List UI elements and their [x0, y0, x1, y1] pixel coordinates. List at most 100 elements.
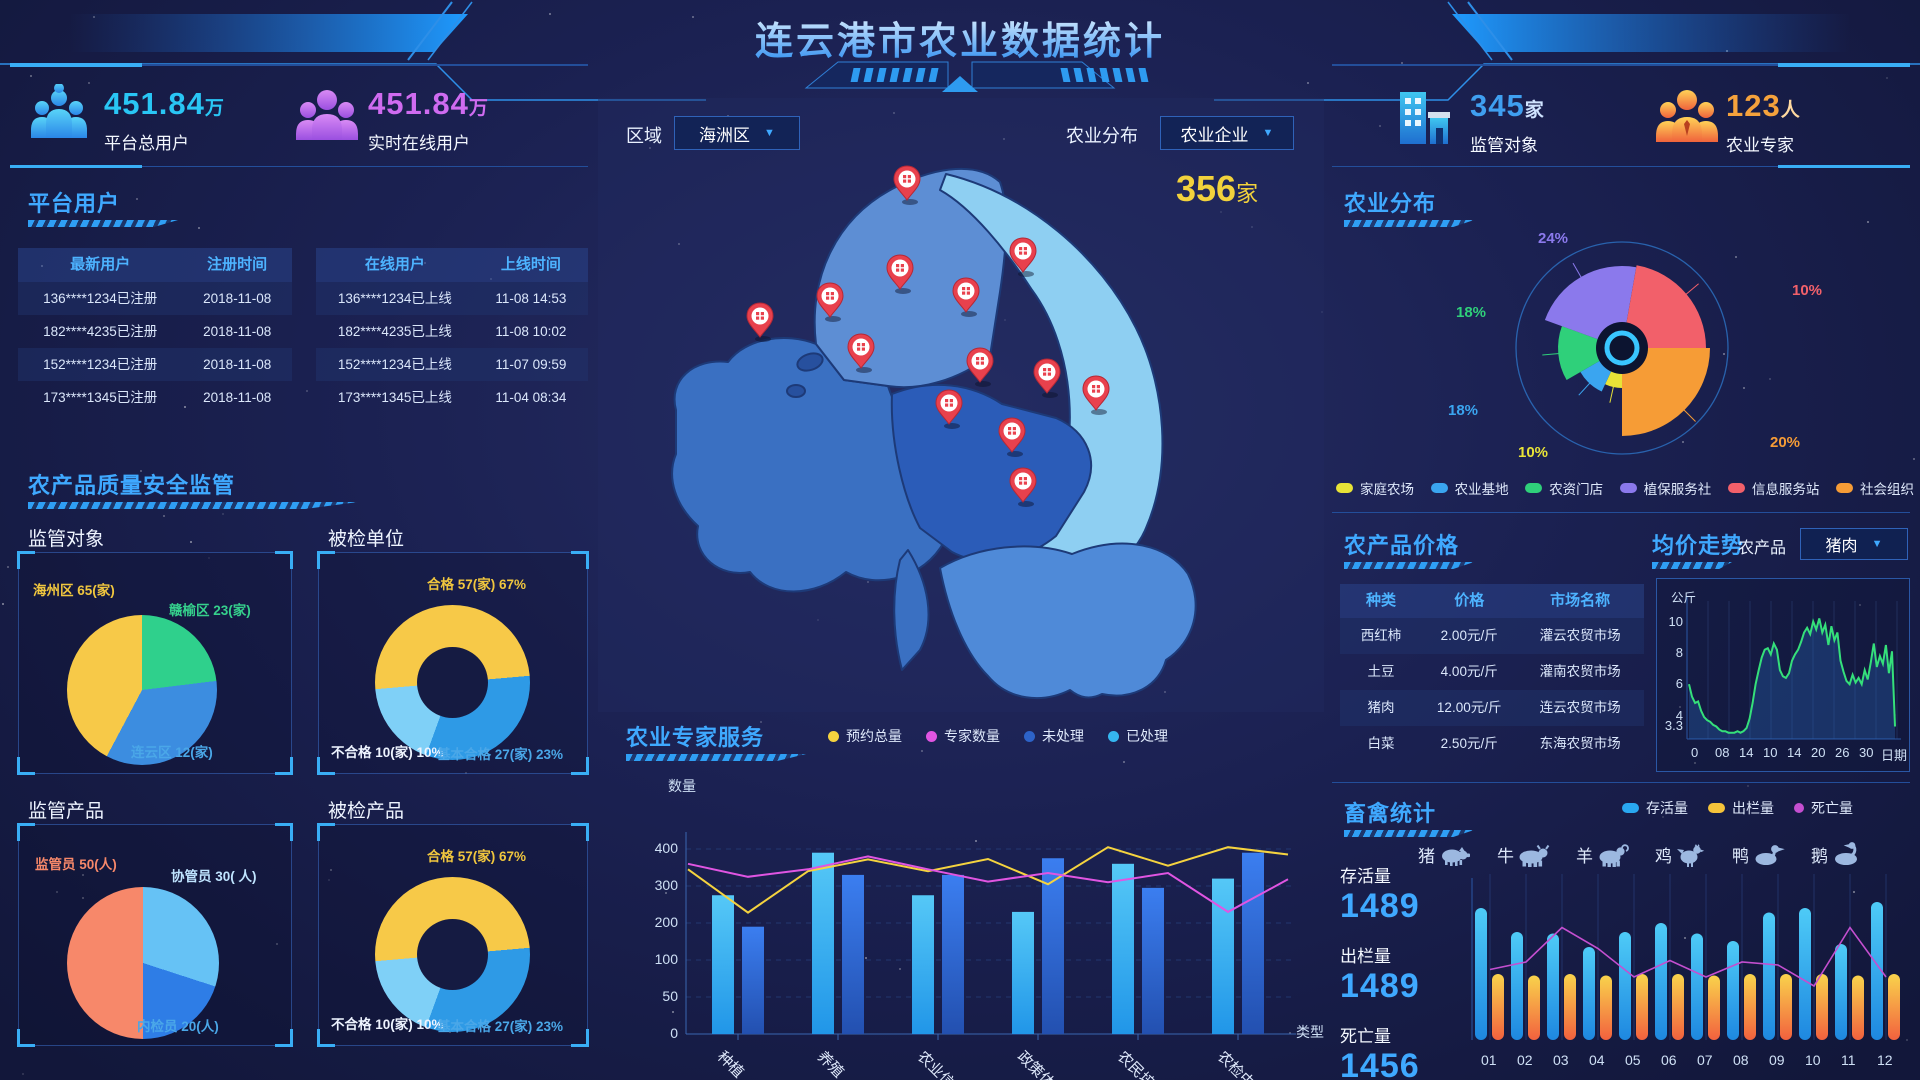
- map-pin[interactable]: [1033, 358, 1061, 398]
- y-tick-label: 0: [670, 1025, 678, 1041]
- bar-survival[interactable]: [1691, 933, 1703, 1041]
- bar-survival[interactable]: [1727, 941, 1739, 1040]
- map-pin[interactable]: [1009, 467, 1037, 507]
- bar-processed[interactable]: [812, 852, 834, 1034]
- stat-online-users: 451.84万 实时在线用户: [368, 86, 488, 154]
- legend-item[interactable]: 农资门店: [1525, 478, 1603, 498]
- map-pin[interactable]: [935, 389, 963, 429]
- bar-slaughter[interactable]: [1852, 975, 1864, 1041]
- legend-item[interactable]: 未处理: [1024, 726, 1084, 746]
- map-pin[interactable]: [816, 282, 844, 322]
- legend-item[interactable]: 社会组织: [1835, 478, 1914, 498]
- legend-item[interactable]: 出栏量: [1708, 798, 1774, 818]
- bar-survival[interactable]: [1871, 902, 1883, 1040]
- bar-unprocessed[interactable]: [742, 926, 764, 1034]
- rose-sector-社会组织[interactable]: [1622, 348, 1710, 436]
- tab-animal-pig[interactable]: 猪: [1418, 842, 1471, 867]
- map-pin[interactable]: [1009, 237, 1037, 277]
- table-row: 猪肉 12.00元/斤 连云农贸市场: [1340, 690, 1644, 726]
- bar-processed[interactable]: [712, 895, 734, 1034]
- distribution-select[interactable]: 农业企业 ▼: [1160, 116, 1294, 150]
- legend-item[interactable]: 已处理: [1108, 726, 1168, 746]
- bar-unprocessed[interactable]: [942, 874, 964, 1034]
- bar-processed[interactable]: [912, 895, 934, 1034]
- line-series-预约总量: [687, 846, 1289, 914]
- bar-slaughter[interactable]: [1672, 974, 1684, 1040]
- legend-label: 社会组织: [1859, 482, 1914, 497]
- x-tick-label: 0: [1691, 745, 1699, 760]
- tab-animal-goose[interactable]: 鹅: [1811, 842, 1864, 867]
- tab-animal-duck[interactable]: 鸭: [1732, 842, 1785, 867]
- pie-chart-box-supervision-targets: 海州区 65(家) 赣榆区 23(家) 连云区 12(家): [17, 551, 293, 775]
- bar-processed[interactable]: [1212, 878, 1234, 1034]
- bar-survival[interactable]: [1475, 908, 1487, 1040]
- legend-item[interactable]: 专家数量: [926, 726, 1000, 746]
- bar-unprocessed[interactable]: [1142, 887, 1164, 1034]
- bar-unprocessed[interactable]: [1042, 858, 1064, 1034]
- bar-slaughter[interactable]: [1780, 974, 1792, 1040]
- table-cell: 猪肉: [1367, 700, 1395, 715]
- bar-slaughter[interactable]: [1816, 974, 1828, 1040]
- map-district-northwest-tail[interactable]: [893, 549, 930, 671]
- legend-item[interactable]: 死亡量: [1794, 798, 1853, 818]
- corner-decoration: [275, 823, 293, 841]
- table-cell: 182****4235已上线: [337, 324, 452, 339]
- legend-label: 专家数量: [944, 728, 1000, 744]
- building-icon: [1400, 92, 1450, 144]
- map-pin[interactable]: [966, 347, 994, 387]
- map-district-north[interactable]: [813, 167, 1008, 389]
- pie-label: 监管员 50(人): [35, 857, 117, 872]
- bar-slaughter[interactable]: [1528, 975, 1540, 1041]
- bar-survival[interactable]: [1655, 923, 1667, 1040]
- bar-slaughter[interactable]: [1564, 974, 1576, 1040]
- bar-survival[interactable]: [1583, 947, 1595, 1040]
- bar-survival[interactable]: [1511, 932, 1523, 1040]
- map-district-southeast[interactable]: [939, 542, 1197, 700]
- bar-unprocessed[interactable]: [842, 874, 864, 1034]
- tab-animal-chicken[interactable]: 鸡: [1655, 842, 1706, 867]
- bar-slaughter[interactable]: [1600, 975, 1612, 1041]
- map-pin[interactable]: [952, 277, 980, 317]
- rose-chart-svg: [1515, 241, 1729, 455]
- donut-chart: [375, 877, 530, 1032]
- bar-processed[interactable]: [1012, 911, 1034, 1034]
- stat-value: 451.84: [368, 86, 469, 121]
- x-tick-label: 08: [1715, 745, 1730, 760]
- tab-animal-sheep[interactable]: 羊: [1576, 842, 1629, 867]
- table-row: 173****1345已上线 11-04 08:34: [316, 381, 588, 414]
- bar-processed[interactable]: [1112, 863, 1134, 1034]
- bar-slaughter[interactable]: [1708, 975, 1720, 1041]
- stat-unit: 万: [204, 98, 224, 119]
- map-district-central[interactable]: [890, 383, 1093, 562]
- bar-survival[interactable]: [1763, 912, 1775, 1041]
- legend-item[interactable]: 存活量: [1622, 798, 1688, 818]
- trend-product-select[interactable]: 猪肉 ▼: [1800, 528, 1908, 560]
- rose-sector-农资门店[interactable]: [1558, 326, 1622, 380]
- bar-slaughter[interactable]: [1492, 974, 1504, 1040]
- map-pin[interactable]: [1082, 375, 1110, 415]
- legend-item[interactable]: 农业基地: [1430, 478, 1509, 498]
- bar-unprocessed[interactable]: [1242, 852, 1264, 1034]
- legend-item[interactable]: 信息服务站: [1727, 478, 1819, 498]
- map-pin[interactable]: [998, 417, 1026, 457]
- legend-item[interactable]: 预约总量: [828, 726, 902, 746]
- tab-animal-cow[interactable]: 牛: [1497, 842, 1550, 867]
- animal-label: 鹅: [1811, 847, 1828, 866]
- bar-survival[interactable]: [1799, 908, 1811, 1040]
- bar-slaughter[interactable]: [1744, 974, 1756, 1040]
- map-pin[interactable]: [847, 333, 875, 373]
- table-row: 182****4235已上线 11-08 10:02: [316, 315, 588, 348]
- rose-sector-信息服务站[interactable]: [1622, 265, 1706, 348]
- legend-item[interactable]: 家庭农场: [1336, 478, 1414, 498]
- legend-item[interactable]: 植保服务社: [1619, 478, 1711, 498]
- bar-slaughter[interactable]: [1636, 974, 1648, 1040]
- month-label: 05: [1625, 1052, 1641, 1068]
- bar-survival[interactable]: [1547, 933, 1559, 1041]
- map-pin[interactable]: [746, 302, 774, 342]
- bar-survival[interactable]: [1619, 932, 1631, 1040]
- bar-slaughter[interactable]: [1888, 974, 1900, 1040]
- region-select[interactable]: 海洲区 ▼: [674, 116, 800, 150]
- bar-survival[interactable]: [1835, 944, 1847, 1040]
- map-pin[interactable]: [893, 165, 921, 205]
- map-pin[interactable]: [886, 254, 914, 294]
